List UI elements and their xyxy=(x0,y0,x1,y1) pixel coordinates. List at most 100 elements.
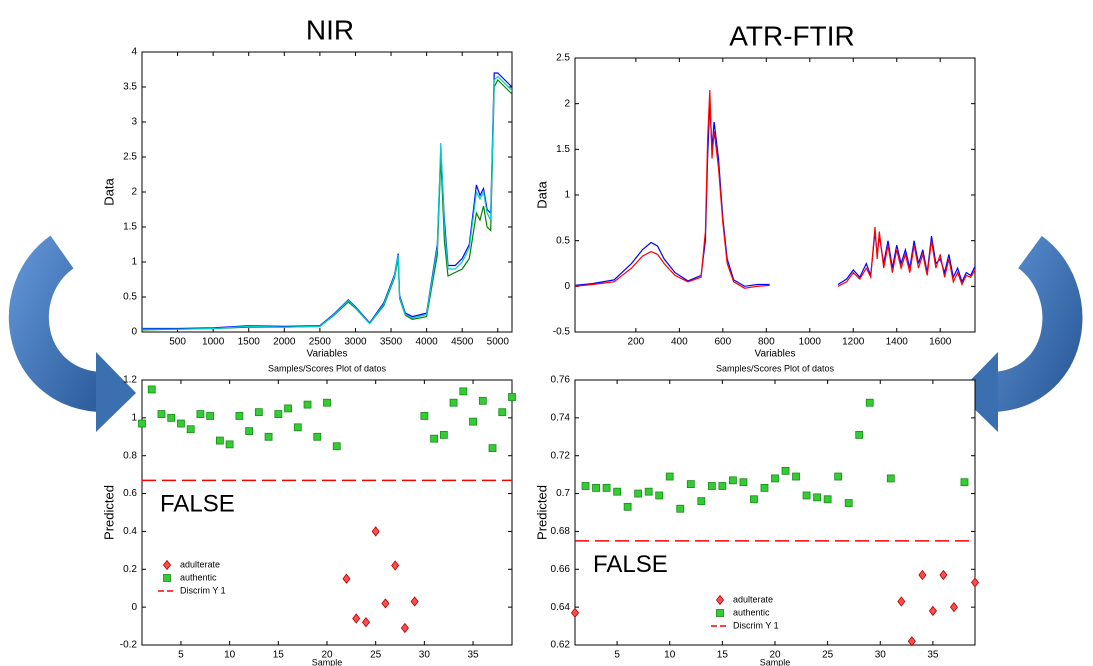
x-tick-label: 4500 xyxy=(451,337,474,348)
spectrum-line xyxy=(142,75,513,330)
point xyxy=(147,385,156,394)
plot-frame xyxy=(574,57,976,333)
x-tick-label: 15 xyxy=(717,650,729,661)
y-tick-label: 0.76 xyxy=(551,375,571,386)
y-tick-label: 0.2 xyxy=(123,564,137,575)
point xyxy=(235,412,244,420)
x-tick-label: 5 xyxy=(178,650,184,661)
legend-label: authentic xyxy=(180,572,217,582)
point xyxy=(254,408,263,417)
y-tick-label: 0 xyxy=(564,281,570,292)
legend-swatch xyxy=(716,609,724,617)
chart: 5 10 15 20 25 30 35 -0.2 0 0.2 0.4 0.6 0.8 1 1.2 Predic… xyxy=(101,363,516,666)
point xyxy=(284,404,292,413)
x-tick-label: 2000 xyxy=(273,337,296,348)
x-tick-label: 3000 xyxy=(344,337,367,348)
x-tick-label: 25 xyxy=(822,650,834,661)
plot-frame xyxy=(141,379,513,646)
point xyxy=(449,398,458,407)
y-tick-label: 0 xyxy=(131,602,137,613)
point xyxy=(196,410,205,418)
x-tick-label: 30 xyxy=(419,650,431,661)
point xyxy=(478,396,487,405)
point xyxy=(644,487,653,496)
y-tick-label: 0.7 xyxy=(556,488,570,499)
left-arrow xyxy=(9,235,136,432)
legend-swatch xyxy=(163,574,171,582)
point xyxy=(177,419,185,428)
x-tick-label: 5000 xyxy=(487,337,510,348)
y-tick-label: -0.2 xyxy=(120,640,138,651)
x-tick-label: 1500 xyxy=(238,337,261,348)
y-tick-label: 0.5 xyxy=(556,235,570,246)
x-tick-label: 10 xyxy=(224,650,236,661)
point xyxy=(823,495,832,504)
y-axis-label: Data xyxy=(101,178,116,206)
annotation: FALSE xyxy=(593,551,668,578)
legend-label: Discrim Y 1 xyxy=(180,585,226,595)
x-tick-label: 500 xyxy=(169,337,186,348)
point xyxy=(400,622,409,634)
point xyxy=(865,398,874,407)
x-tick-label: 600 xyxy=(714,337,731,348)
point xyxy=(332,442,341,451)
legend-label: Discrim Y 1 xyxy=(733,620,779,630)
point xyxy=(138,419,146,428)
point xyxy=(157,410,166,418)
point xyxy=(391,560,400,571)
point xyxy=(439,430,448,439)
x-tick-label: 4000 xyxy=(415,337,438,348)
point xyxy=(167,413,176,422)
point xyxy=(352,613,361,624)
chart: 200 400 600 800 1000 1200 1400 1600 -0.5 0 0.5 1 1.5… xyxy=(534,20,976,360)
y-tick-label: 2 xyxy=(131,187,137,198)
x-tick-label: 30 xyxy=(875,650,887,661)
point xyxy=(686,480,695,489)
y-tick-label: 0.62 xyxy=(551,640,571,651)
chart-title: Samples/Scores Plot of datos xyxy=(716,363,835,373)
point xyxy=(371,526,380,537)
x-tick-label: 10 xyxy=(664,650,676,661)
y-tick-label: 0.8 xyxy=(123,450,137,461)
point xyxy=(918,569,927,581)
annotation: FALSE xyxy=(160,491,235,518)
y-tick-label: 1 xyxy=(131,412,137,423)
chart-title: ATR-FTIR xyxy=(729,20,854,51)
point xyxy=(361,617,370,628)
y-axis-label: Data xyxy=(534,181,549,209)
point xyxy=(760,483,769,492)
point xyxy=(293,423,302,432)
point xyxy=(928,605,937,617)
y-tick-label: 0.5 xyxy=(123,292,137,303)
x-tick-label: 1000 xyxy=(202,337,225,348)
point xyxy=(303,400,312,409)
spectrum-line xyxy=(574,89,976,289)
point xyxy=(410,596,419,607)
x-axis-label: Variables xyxy=(755,349,796,360)
y-tick-label: 3 xyxy=(131,117,137,128)
point xyxy=(206,412,215,420)
y-tick-label: 1.5 xyxy=(556,144,570,155)
point xyxy=(613,487,622,496)
x-axis-label: Sample xyxy=(760,657,791,666)
point xyxy=(592,483,600,492)
point xyxy=(771,474,779,483)
point xyxy=(186,425,195,434)
point xyxy=(488,444,497,453)
plot-frame xyxy=(574,379,976,646)
point xyxy=(718,482,727,490)
chart: 500 1000 1500 2000 2500 3000 3500 4000 4500 5000 0… xyxy=(101,14,513,360)
point xyxy=(602,483,611,492)
right-arrow xyxy=(958,235,1083,432)
point xyxy=(420,412,429,420)
y-tick-label: 3.5 xyxy=(123,82,137,93)
y-tick-label: 1.5 xyxy=(123,222,137,233)
point xyxy=(581,482,590,490)
point xyxy=(665,472,674,481)
point xyxy=(323,398,331,407)
point xyxy=(697,497,706,506)
point xyxy=(459,387,468,396)
point xyxy=(707,482,716,490)
x-axis-label: Sample xyxy=(312,657,343,666)
